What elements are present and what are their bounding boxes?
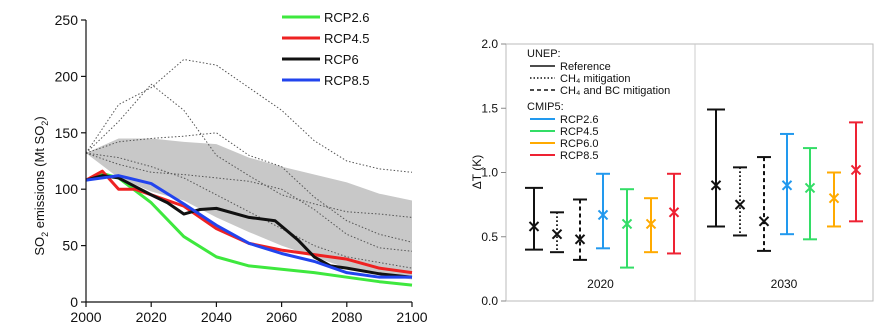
y-tick-label-1.5: 1.5 — [481, 101, 498, 115]
errorbar-mid-mark-b — [710, 180, 722, 191]
errorbar-mid-mark-b — [668, 207, 680, 218]
errorbar-2030-ch-mitigation — [733, 166, 747, 237]
left-axes: 0 50 100 150 200 250 2000 2020 2040 2060 2080 2100 — [55, 12, 428, 325]
error-bars — [525, 108, 863, 269]
group-label-2020: 2020 — [587, 277, 614, 291]
errorbar-mid-mark-b — [781, 180, 793, 191]
errorbar-2020-rcp4-5 — [620, 188, 634, 269]
errorbar-2030-ch-and-bc-mitigation — [757, 156, 771, 252]
errorbar-2020-rcp6-0 — [644, 197, 658, 254]
series-line-rcp6 — [85, 174, 413, 279]
y-tick-label-100: 100 — [55, 181, 79, 197]
y-tick-label-250: 250 — [55, 12, 79, 28]
group-label-2030: 2030 — [771, 277, 798, 291]
legend-label-ch-and-bc-mitigation: CH₄ and BC mitigation — [560, 85, 670, 97]
errorbar-mid-mark-b — [528, 221, 540, 232]
legend-label-reference: Reference — [560, 61, 611, 73]
y-tick-label-200: 200 — [55, 68, 79, 84]
right-y-axis-label: ΔT (K) — [470, 155, 484, 189]
legend-label-rcp8-5: RCP8.5 — [560, 150, 599, 162]
series-line-rcp4-5 — [85, 169, 413, 275]
x-tick-label-2100: 2100 — [396, 309, 427, 325]
x-tick-label-2000: 2000 — [70, 309, 101, 325]
y-tick-label-0: 0 — [70, 294, 78, 310]
y-tick-label-150: 150 — [55, 125, 79, 141]
errorbar-2030-reference — [707, 108, 725, 228]
errorbar-2030-rcp6-0 — [827, 171, 841, 228]
y-tick-label-50: 50 — [62, 238, 78, 254]
errorbar-2030-rcp2-6 — [780, 132, 794, 236]
errorbar-mid-mark-b — [597, 209, 609, 221]
dotted-line-4 — [85, 152, 413, 252]
errorbar-2020-ch-and-bc-mitigation — [573, 198, 587, 261]
errorbar-mid-mark-b — [574, 234, 586, 245]
y-tick-label-2.0: 2.0 — [481, 37, 498, 51]
errorbar-mid-mark-b — [804, 182, 816, 194]
x-tick-label-2080: 2080 — [331, 309, 362, 325]
errorbar-mid-mark-b — [734, 199, 746, 210]
errorbar-2020-rcp2-6 — [596, 172, 610, 250]
errorbar-mid-mark-b — [645, 218, 657, 230]
dotted-line-3 — [85, 132, 413, 243]
legend-unep-title: UNEP: — [527, 48, 561, 60]
legend-cmip-title: CMIP5: — [527, 101, 564, 113]
legend-label-rcp4-5: RCP4.5 — [324, 31, 370, 46]
errorbar-mid-mark-b — [828, 192, 840, 204]
range-band-area — [86, 138, 412, 280]
x-tick-label-2060: 2060 — [266, 309, 297, 325]
errorbar-2020-ch-mitigation — [550, 211, 564, 254]
y-tick-label-0.5: 0.5 — [481, 230, 498, 244]
x-tick-label-2040: 2040 — [201, 309, 232, 325]
errorbar-2030-rcp4-5 — [803, 147, 817, 241]
rcp-series-lines — [85, 169, 413, 287]
errorbar-mid-mark-b — [758, 216, 770, 227]
left-y-axis-label: SO2 emissions (Mt SO2) — [32, 116, 50, 255]
errorbar-2030-rcp8-5 — [849, 121, 863, 223]
y-tick-label-1.0: 1.0 — [481, 166, 498, 180]
legend-label-rcp2-6: RCP2.6 — [560, 114, 599, 126]
y-tick-label-0.0: 0.0 — [481, 294, 498, 308]
scenario-range-band — [86, 138, 412, 280]
series-line-rcp8-5 — [85, 174, 412, 279]
dotted-line-2 — [85, 83, 413, 218]
legend-label-rcp6: RCP6 — [324, 52, 359, 67]
legend-label-rcp6-0: RCP6.0 — [560, 138, 599, 150]
errorbar-mid-mark-b — [850, 164, 862, 176]
legend-label-rcp2-6: RCP2.6 — [324, 10, 370, 25]
right-axes: 0.0 0.5 1.0 1.5 2.0 2020 2030 — [481, 37, 874, 308]
dotted-scenario-lines — [85, 58, 413, 269]
legend-label-rcp8-5: RCP8.5 — [324, 73, 370, 88]
errorbar-mid-mark-b — [551, 228, 563, 240]
x-tick-label-2020: 2020 — [136, 309, 167, 325]
legend-label-ch-mitigation: CH₄ mitigation — [560, 73, 631, 85]
errorbar-2020-reference — [525, 186, 543, 251]
errorbar-mid-mark-b — [621, 218, 633, 230]
left-legend: RCP2.6 RCP4.5 RCP6 RCP8.5 — [282, 10, 370, 88]
dotted-line-1 — [85, 58, 413, 173]
errorbar-2020-rcp8-5 — [667, 172, 681, 255]
legend-label-rcp4-5: RCP4.5 — [560, 126, 599, 138]
